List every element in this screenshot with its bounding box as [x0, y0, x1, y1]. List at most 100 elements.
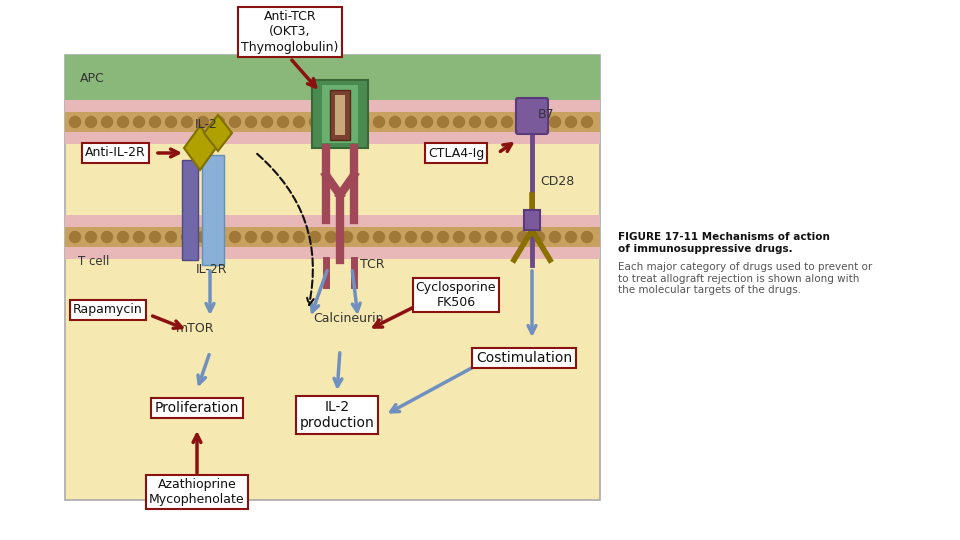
Circle shape [405, 117, 417, 127]
FancyBboxPatch shape [335, 95, 345, 135]
Circle shape [165, 232, 177, 242]
Circle shape [309, 117, 321, 127]
Circle shape [133, 232, 145, 242]
Circle shape [294, 117, 304, 127]
Circle shape [357, 232, 369, 242]
Circle shape [69, 232, 81, 242]
Circle shape [453, 117, 465, 127]
Text: CD28: CD28 [540, 175, 574, 188]
FancyBboxPatch shape [610, 0, 960, 540]
Text: Rapamycin: Rapamycin [73, 303, 143, 316]
Circle shape [198, 232, 208, 242]
Polygon shape [184, 126, 216, 170]
Circle shape [150, 117, 160, 127]
Circle shape [102, 117, 112, 127]
Circle shape [438, 117, 448, 127]
FancyBboxPatch shape [182, 160, 198, 260]
Circle shape [325, 117, 337, 127]
Circle shape [534, 117, 544, 127]
Circle shape [294, 232, 304, 242]
FancyBboxPatch shape [65, 55, 600, 100]
Text: Cyclosporine
FK506: Cyclosporine FK506 [416, 281, 496, 309]
Circle shape [181, 117, 193, 127]
FancyBboxPatch shape [516, 98, 548, 134]
Circle shape [309, 232, 321, 242]
FancyArrowPatch shape [257, 154, 314, 305]
Circle shape [501, 232, 513, 242]
Circle shape [229, 117, 241, 127]
FancyBboxPatch shape [202, 155, 224, 265]
Circle shape [549, 232, 561, 242]
Circle shape [246, 232, 256, 242]
Circle shape [390, 232, 400, 242]
Circle shape [85, 232, 97, 242]
Circle shape [373, 232, 385, 242]
Circle shape [213, 232, 225, 242]
Text: Anti-IL-2R: Anti-IL-2R [84, 146, 145, 159]
Circle shape [277, 232, 289, 242]
Circle shape [565, 117, 577, 127]
Text: IL-2R: IL-2R [196, 263, 228, 276]
Circle shape [469, 117, 481, 127]
Circle shape [133, 117, 145, 127]
Text: Azathioprine
Mycophenolate: Azathioprine Mycophenolate [149, 478, 245, 506]
Circle shape [246, 117, 256, 127]
Circle shape [150, 232, 160, 242]
Circle shape [486, 117, 496, 127]
Circle shape [405, 232, 417, 242]
Circle shape [69, 117, 81, 127]
Circle shape [390, 117, 400, 127]
FancyBboxPatch shape [65, 215, 600, 227]
Circle shape [342, 232, 352, 242]
Circle shape [565, 232, 577, 242]
FancyBboxPatch shape [65, 247, 600, 259]
Text: T cell: T cell [78, 255, 109, 268]
Circle shape [277, 117, 289, 127]
Circle shape [198, 117, 208, 127]
FancyBboxPatch shape [65, 55, 600, 500]
Circle shape [421, 117, 433, 127]
Circle shape [102, 232, 112, 242]
Circle shape [501, 117, 513, 127]
Circle shape [181, 232, 193, 242]
Text: TCR: TCR [360, 258, 385, 271]
Circle shape [582, 117, 592, 127]
Text: Anti-TCR
(OKT3,
Thymoglobulin): Anti-TCR (OKT3, Thymoglobulin) [241, 10, 339, 53]
FancyBboxPatch shape [65, 112, 600, 132]
Circle shape [453, 232, 465, 242]
Circle shape [549, 117, 561, 127]
Circle shape [325, 232, 337, 242]
FancyBboxPatch shape [322, 85, 358, 143]
Text: B7: B7 [538, 108, 555, 121]
Circle shape [534, 232, 544, 242]
Text: Each major category of drugs used to prevent or
to treat allograft rejection is : Each major category of drugs used to pre… [618, 262, 873, 295]
Polygon shape [204, 115, 232, 151]
Text: FIGURE 17-11 Mechanisms of action
of immunosuppressive drugs.: FIGURE 17-11 Mechanisms of action of imm… [618, 232, 829, 254]
Text: Costimulation: Costimulation [476, 351, 572, 365]
Text: Calcineurin: Calcineurin [313, 312, 383, 325]
Text: mTOR: mTOR [176, 322, 214, 335]
Text: IL-2: IL-2 [195, 118, 218, 131]
Text: CTLA4-Ig: CTLA4-Ig [428, 146, 484, 159]
FancyBboxPatch shape [312, 80, 368, 148]
Text: APC: APC [80, 71, 105, 84]
Circle shape [486, 232, 496, 242]
Circle shape [517, 232, 529, 242]
Circle shape [165, 117, 177, 127]
FancyBboxPatch shape [65, 100, 600, 112]
Circle shape [438, 232, 448, 242]
FancyBboxPatch shape [330, 90, 350, 140]
Circle shape [342, 117, 352, 127]
Circle shape [213, 117, 225, 127]
Circle shape [229, 232, 241, 242]
Text: IL-2
production: IL-2 production [300, 400, 374, 430]
FancyBboxPatch shape [65, 132, 600, 144]
Circle shape [117, 232, 129, 242]
Text: Proliferation: Proliferation [155, 401, 239, 415]
Circle shape [357, 117, 369, 127]
Circle shape [582, 232, 592, 242]
Circle shape [421, 232, 433, 242]
Circle shape [261, 232, 273, 242]
Circle shape [373, 117, 385, 127]
Circle shape [117, 117, 129, 127]
